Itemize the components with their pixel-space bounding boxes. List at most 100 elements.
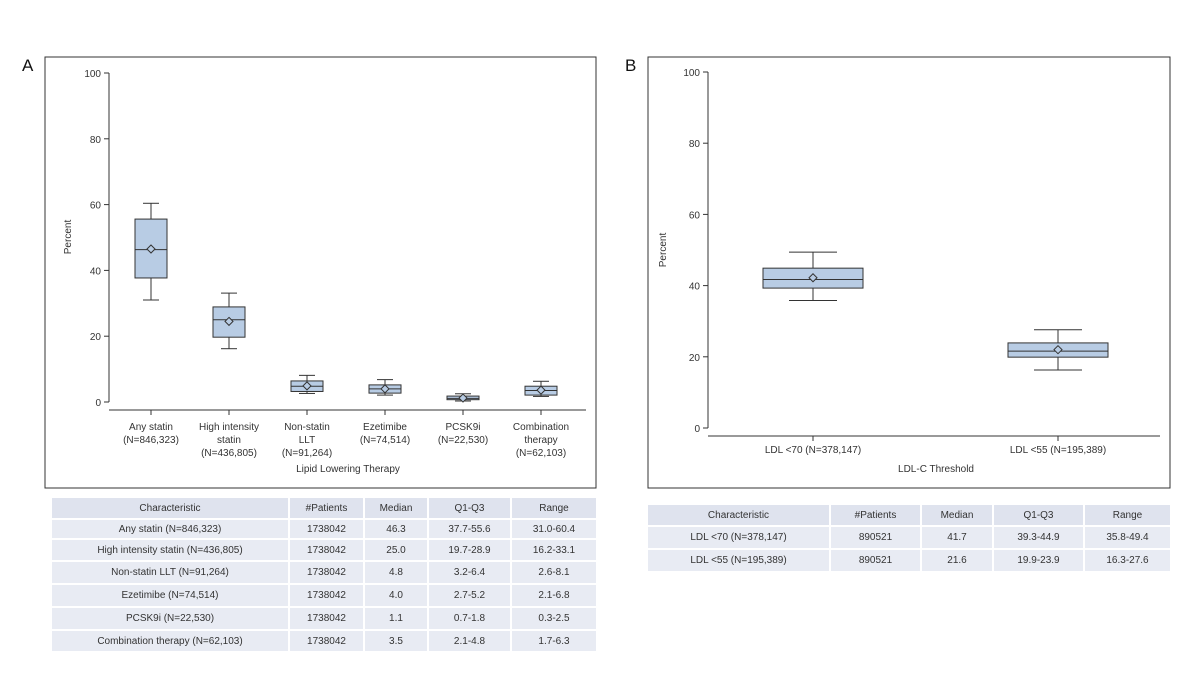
header-range: Range [512, 498, 596, 520]
cell-patients: 1738042 [290, 540, 365, 562]
table-row: Any statin (N=846,323) 1738042 46.3 37.7… [52, 520, 596, 540]
x-category-label: LLT [299, 435, 316, 446]
x-category-label: therapy [524, 435, 557, 446]
table-row: PCSK9i (N=22,530) 1738042 1.1 0.7-1.8 0.… [52, 608, 596, 631]
mean-marker [808, 273, 818, 283]
x-category-label: statin [217, 435, 241, 446]
y-tick-label: 60 [689, 210, 701, 221]
x-category-label: PCSK9i [445, 422, 480, 433]
cell-patients: 1738042 [290, 520, 365, 540]
plot-frame [44, 56, 597, 489]
cell-median: 41.7 [922, 527, 994, 550]
x-category-label: Non-statin [284, 422, 330, 433]
x-category-label: Combination [513, 422, 569, 433]
cell-q1q3: 2.1-4.8 [429, 631, 512, 653]
panel-b-letter: B [625, 56, 637, 75]
y-tick-label: 0 [694, 424, 700, 435]
panel-a-letter: A [22, 56, 34, 75]
y-tick-label: 100 [84, 69, 101, 80]
header-q1q3: Q1-Q3 [994, 505, 1085, 527]
cell-median: 4.8 [365, 562, 429, 585]
y-tick-label: 20 [689, 353, 701, 364]
cell-characteristic: High intensity statin (N=436,805) [52, 540, 290, 562]
mean-marker [146, 244, 156, 254]
x-category-label: Ezetimibe [363, 422, 407, 433]
header-q1q3: Q1-Q3 [429, 498, 512, 520]
mean-marker [302, 381, 312, 391]
x-category-label: (N=846,323) [123, 435, 179, 446]
cell-patients: 890521 [831, 527, 922, 550]
y-tick-label: 100 [683, 68, 700, 79]
cell-median: 1.1 [365, 608, 429, 631]
x-category-label: LDL <55 (N=195,389) [1010, 445, 1106, 456]
cell-range: 2.6-8.1 [512, 562, 596, 585]
cell-characteristic: PCSK9i (N=22,530) [52, 608, 290, 631]
header-median: Median [922, 505, 994, 527]
header-range: Range [1085, 505, 1170, 527]
table-row: Ezetimibe (N=74,514) 1738042 4.0 2.7-5.2… [52, 585, 596, 608]
table-row: LDL <55 (N=195,389) 890521 21.6 19.9-23.… [648, 550, 1170, 573]
table-a: Characteristic #Patients Median Q1-Q3 Ra… [52, 498, 596, 653]
cell-q1q3: 19.9-23.9 [994, 550, 1085, 573]
header-patients: #Patients [290, 498, 365, 520]
x-category-label: (N=74,514) [360, 435, 410, 446]
table-a-header: Characteristic #Patients Median Q1-Q3 Ra… [52, 498, 596, 520]
header-median: Median [365, 498, 429, 520]
cell-patients: 1738042 [290, 562, 365, 585]
cell-patients: 1738042 [290, 585, 365, 608]
cell-characteristic: LDL <55 (N=195,389) [648, 550, 831, 573]
x-axis-label: Lipid Lowering Therapy [296, 464, 400, 475]
y-tick-label: 60 [90, 201, 102, 212]
x-category-label: (N=91,264) [282, 448, 332, 459]
y-tick-label: 0 [95, 398, 101, 409]
y-axis-label: Percent [658, 233, 669, 268]
cell-median: 46.3 [365, 520, 429, 540]
table-row: Non-statin LLT (N=91,264) 1738042 4.8 3.… [52, 562, 596, 585]
y-tick-label: 40 [90, 266, 102, 277]
x-category-label: (N=436,805) [201, 448, 257, 459]
header-characteristic: Characteristic [52, 498, 290, 520]
chart-a: 0 20 40 60 80 100 Percent Any statin (N=846,323)… [44, 56, 597, 489]
cell-range: 31.0-60.4 [512, 520, 596, 540]
cell-characteristic: LDL <70 (N=378,147) [648, 527, 831, 550]
y-axis-label: Percent [63, 220, 74, 255]
y-tick-label: 40 [689, 282, 701, 293]
cell-range: 2.1-6.8 [512, 585, 596, 608]
header-patients: #Patients [831, 505, 922, 527]
cell-q1q3: 2.7-5.2 [429, 585, 512, 608]
table-b-header: Characteristic #Patients Median Q1-Q3 Ra… [648, 505, 1170, 527]
cell-q1q3: 37.7-55.6 [429, 520, 512, 540]
table-row: High intensity statin (N=436,805) 173804… [52, 540, 596, 562]
plot-frame [647, 56, 1171, 489]
cell-characteristic: Ezetimibe (N=74,514) [52, 585, 290, 608]
table-row: Combination therapy (N=62,103) 1738042 3… [52, 631, 596, 653]
cell-characteristic: Any statin (N=846,323) [52, 520, 290, 540]
cell-q1q3: 3.2-6.4 [429, 562, 512, 585]
cell-median: 4.0 [365, 585, 429, 608]
cell-range: 16.2-33.1 [512, 540, 596, 562]
x-category-label: LDL <70 (N=378,147) [765, 445, 861, 456]
x-category-label: (N=22,530) [438, 435, 488, 446]
cell-q1q3: 19.7-28.9 [429, 540, 512, 562]
x-category-label: High intensity [199, 422, 259, 433]
cell-q1q3: 0.7-1.8 [429, 608, 512, 631]
cell-range: 16.3-27.6 [1085, 550, 1170, 573]
mean-marker [224, 316, 234, 327]
y-tick-label: 20 [90, 332, 102, 343]
cell-range: 0.3-2.5 [512, 608, 596, 631]
cell-characteristic: Non-statin LLT (N=91,264) [52, 562, 290, 585]
cell-range: 35.8-49.4 [1085, 527, 1170, 550]
x-category-label: (N=62,103) [516, 448, 566, 459]
cell-patients: 1738042 [290, 608, 365, 631]
header-characteristic: Characteristic [648, 505, 831, 527]
y-tick-label: 80 [689, 139, 701, 150]
table-b: Characteristic #Patients Median Q1-Q3 Ra… [648, 505, 1170, 573]
cell-range: 1.7-6.3 [512, 631, 596, 653]
table-row: LDL <70 (N=378,147) 890521 41.7 39.3-44.… [648, 527, 1170, 550]
cell-patients: 1738042 [290, 631, 365, 653]
mean-marker [1053, 344, 1063, 355]
mean-marker [458, 393, 468, 403]
mean-marker [380, 384, 390, 394]
cell-characteristic: Combination therapy (N=62,103) [52, 631, 290, 653]
cell-median: 3.5 [365, 631, 429, 653]
